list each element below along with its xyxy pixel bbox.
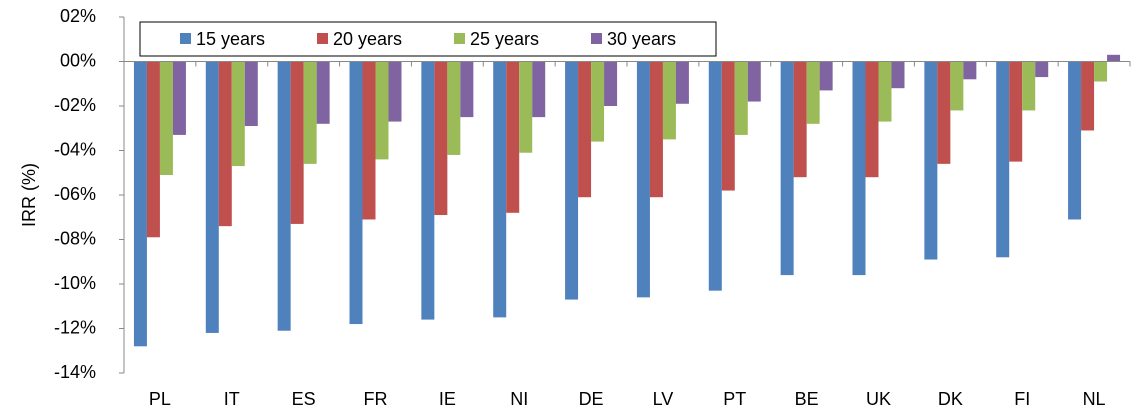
bar	[950, 61, 964, 111]
bar	[205, 61, 219, 333]
x-tick-label: PT	[723, 389, 746, 409]
y-tick-label: -06%	[54, 184, 96, 204]
y-tick-label: 02%	[60, 6, 96, 26]
legend-label: 15 years	[196, 29, 265, 49]
bar	[375, 61, 389, 160]
bar	[1009, 61, 1023, 162]
bar	[460, 61, 474, 118]
y-tick-label: -02%	[54, 95, 96, 115]
bar	[388, 61, 402, 122]
legend-label: 20 years	[333, 29, 402, 49]
bar	[852, 61, 866, 276]
bar	[146, 61, 160, 238]
bar	[780, 61, 794, 276]
bar	[636, 61, 650, 298]
bar	[303, 61, 317, 164]
bar	[218, 61, 232, 227]
x-tick-label: DE	[579, 389, 604, 409]
x-tick-label: PL	[149, 389, 171, 409]
bar	[1022, 61, 1036, 111]
y-tick-label: 00%	[60, 50, 96, 70]
bar	[1081, 61, 1095, 131]
bar	[290, 61, 304, 224]
x-tick-label: NL	[1083, 389, 1106, 409]
bar	[937, 61, 951, 164]
bar	[506, 61, 520, 213]
bar	[878, 61, 892, 122]
bar	[963, 61, 977, 80]
bar	[806, 61, 820, 124]
bar	[565, 61, 579, 300]
bar	[924, 61, 938, 260]
legend-marker	[180, 33, 191, 44]
bar	[721, 61, 735, 191]
bar	[793, 61, 807, 178]
bar	[421, 61, 435, 320]
bar	[349, 61, 363, 325]
x-tick-label: LV	[653, 389, 674, 409]
y-tick-label: -12%	[54, 317, 96, 337]
bar	[996, 61, 1010, 258]
y-axis-label: IRR (%)	[19, 163, 39, 227]
bar	[734, 61, 748, 135]
bar	[1107, 54, 1121, 62]
bar	[493, 61, 507, 318]
bar	[747, 61, 761, 102]
bar	[447, 61, 461, 155]
bar	[277, 61, 291, 331]
x-tick-label: FR	[364, 389, 388, 409]
bar	[316, 61, 330, 124]
bar	[244, 61, 258, 127]
y-tick-label: -08%	[54, 228, 96, 248]
bar	[708, 61, 722, 291]
bar	[891, 61, 905, 89]
bar	[159, 61, 173, 175]
bar	[532, 61, 546, 118]
legend-marker	[591, 33, 602, 44]
x-tick-label: IT	[224, 389, 240, 409]
bar	[578, 61, 592, 198]
bar	[591, 61, 605, 142]
x-tick-label: DK	[938, 389, 963, 409]
x-tick-label: NI	[510, 389, 528, 409]
legend-marker	[454, 33, 465, 44]
bar	[675, 61, 689, 104]
bar	[519, 61, 533, 153]
bar	[662, 61, 676, 140]
bar	[865, 61, 879, 178]
y-tick-label: -04%	[54, 139, 96, 159]
bar	[1035, 61, 1049, 78]
bar	[649, 61, 663, 198]
x-tick-label: UK	[866, 389, 891, 409]
bar	[172, 61, 186, 135]
y-tick-label: -14%	[54, 362, 96, 382]
bar	[362, 61, 376, 220]
bar	[1094, 61, 1108, 82]
y-tick-label: -10%	[54, 273, 96, 293]
legend-box	[139, 21, 717, 57]
bar	[231, 61, 245, 167]
bar	[819, 61, 833, 91]
bar	[1068, 61, 1082, 220]
bar	[604, 61, 618, 106]
x-tick-label: FI	[1014, 389, 1030, 409]
x-tick-label: BE	[795, 389, 819, 409]
legend-label: 25 years	[470, 29, 539, 49]
x-tick-label: ES	[292, 389, 316, 409]
x-tick-label: IE	[439, 389, 456, 409]
legend-label: 30 years	[607, 29, 676, 49]
bar	[434, 61, 448, 216]
bar	[133, 61, 147, 347]
legend-marker	[317, 33, 328, 44]
